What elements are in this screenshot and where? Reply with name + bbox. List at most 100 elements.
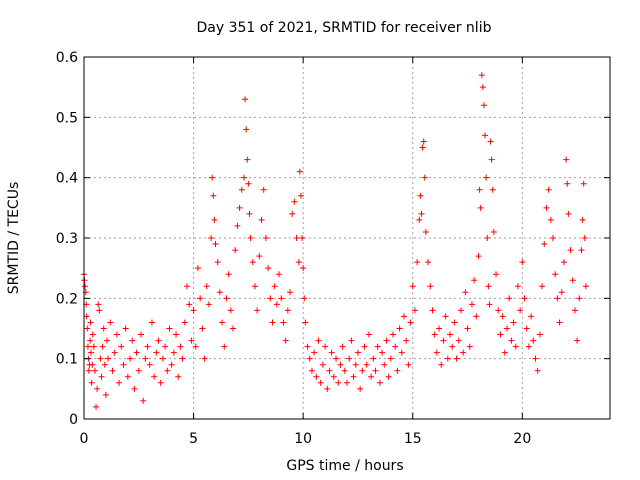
data-point bbox=[89, 331, 96, 338]
data-point bbox=[556, 319, 563, 326]
data-point bbox=[480, 102, 487, 109]
data-point bbox=[223, 295, 230, 302]
data-point bbox=[328, 349, 335, 356]
data-point bbox=[466, 343, 473, 350]
data-point bbox=[550, 235, 557, 241]
data-point bbox=[95, 301, 102, 308]
data-point bbox=[89, 361, 96, 368]
data-point bbox=[208, 235, 215, 241]
data-point bbox=[142, 355, 149, 362]
data-point bbox=[485, 283, 492, 290]
data-point bbox=[486, 301, 493, 308]
data-point bbox=[280, 319, 287, 326]
data-point bbox=[144, 343, 151, 350]
data-point bbox=[319, 361, 326, 368]
data-point bbox=[101, 361, 108, 368]
data-point bbox=[490, 228, 497, 235]
data-point bbox=[333, 355, 340, 362]
data-point bbox=[293, 235, 300, 241]
data-point bbox=[464, 325, 471, 332]
data-point bbox=[188, 337, 195, 344]
axis-ticks: 0 0.1 0.2 0.3 0.4 0.5 0.6 0 5 10 15 20 bbox=[56, 50, 610, 447]
data-point bbox=[528, 313, 535, 320]
data-point bbox=[317, 379, 324, 386]
data-point bbox=[87, 337, 94, 344]
data-point bbox=[240, 174, 247, 181]
grid bbox=[84, 57, 610, 419]
data-point bbox=[287, 289, 294, 296]
data-point bbox=[420, 138, 427, 145]
data-point bbox=[383, 337, 390, 344]
data-point bbox=[482, 132, 489, 139]
data-point bbox=[282, 337, 289, 344]
data-point bbox=[354, 349, 361, 356]
data-point bbox=[552, 271, 559, 278]
data-point bbox=[87, 319, 94, 326]
data-point bbox=[242, 96, 249, 103]
data-point bbox=[451, 319, 458, 326]
data-point bbox=[302, 319, 309, 326]
data-point bbox=[118, 343, 125, 350]
data-point bbox=[449, 343, 456, 350]
data-point bbox=[436, 325, 443, 332]
data-point bbox=[576, 295, 583, 302]
data-point bbox=[346, 355, 353, 362]
data-point bbox=[417, 192, 424, 199]
data-point bbox=[503, 325, 510, 332]
y-tick-label: 0.1 bbox=[56, 352, 78, 368]
data-point bbox=[442, 313, 449, 320]
data-point bbox=[361, 343, 368, 350]
data-point bbox=[462, 289, 469, 296]
data-point bbox=[453, 355, 460, 362]
data-point bbox=[543, 204, 550, 211]
data-point bbox=[184, 283, 191, 290]
data-point bbox=[411, 307, 418, 314]
data-point bbox=[214, 259, 221, 266]
data-point bbox=[475, 253, 482, 260]
data-point bbox=[344, 379, 350, 386]
data-point bbox=[421, 174, 428, 181]
data-point bbox=[339, 343, 346, 350]
data-point bbox=[153, 349, 160, 356]
data-point bbox=[350, 373, 357, 380]
data-point bbox=[166, 325, 173, 332]
data-point bbox=[82, 283, 89, 290]
data-point bbox=[497, 331, 504, 338]
data-point bbox=[425, 259, 432, 266]
data-point bbox=[304, 343, 311, 350]
data-point bbox=[129, 337, 136, 344]
data-point bbox=[238, 186, 245, 193]
data-point bbox=[254, 307, 261, 314]
data-point bbox=[262, 235, 269, 241]
data-point bbox=[479, 84, 486, 91]
data-point bbox=[429, 307, 436, 314]
data-point bbox=[414, 259, 421, 266]
data-point bbox=[99, 343, 106, 350]
data-point bbox=[422, 228, 429, 235]
data-point bbox=[563, 156, 570, 163]
y-axis-label: SRMTID / TECUs bbox=[6, 182, 22, 295]
data-point bbox=[508, 337, 515, 344]
data-point bbox=[581, 235, 588, 241]
data-point bbox=[337, 361, 344, 368]
data-point bbox=[419, 144, 426, 151]
data-point bbox=[243, 126, 250, 133]
data-point bbox=[98, 373, 105, 380]
data-point bbox=[306, 355, 313, 362]
data-point bbox=[476, 186, 483, 193]
x-tick-label: 20 bbox=[513, 431, 531, 447]
data-point bbox=[418, 210, 425, 217]
data-point bbox=[471, 277, 478, 284]
data-point bbox=[249, 259, 256, 266]
data-point bbox=[175, 373, 182, 380]
data-point bbox=[146, 361, 153, 368]
data-point bbox=[276, 271, 283, 278]
data-point bbox=[301, 295, 308, 302]
data-point bbox=[84, 325, 91, 332]
y-tick-label: 0.3 bbox=[56, 231, 78, 247]
data-point bbox=[431, 331, 438, 338]
data-point bbox=[230, 325, 237, 332]
data-point bbox=[409, 283, 416, 290]
data-point bbox=[85, 367, 92, 374]
data-point bbox=[374, 343, 381, 350]
